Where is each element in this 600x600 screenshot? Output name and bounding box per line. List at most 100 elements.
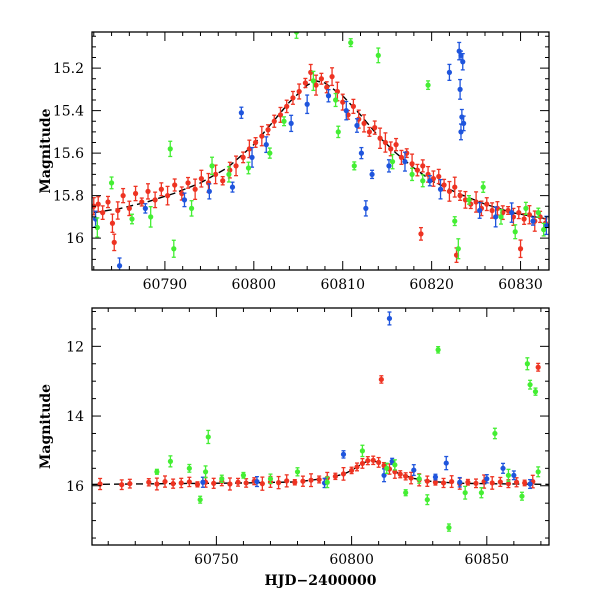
data-point (178, 480, 184, 486)
data-point (281, 118, 287, 124)
data-point (462, 197, 469, 203)
data-point (370, 457, 376, 463)
data-point (212, 171, 219, 177)
data-point (334, 88, 340, 95)
data-point (238, 110, 244, 116)
y-axis-title: Magnitude (38, 384, 54, 469)
data-point (460, 59, 466, 65)
data-point (259, 133, 265, 139)
x-tick-label: 60810 (320, 277, 365, 293)
data-point (473, 480, 479, 486)
y-tick-label: 12 (66, 339, 84, 355)
data-point (220, 178, 226, 184)
data-point (484, 201, 490, 207)
data-point (535, 469, 541, 475)
data-point (497, 479, 503, 485)
data-point (489, 480, 495, 486)
data-point (226, 171, 232, 177)
data-point (243, 480, 249, 486)
data-point (359, 460, 366, 467)
data-point (340, 451, 347, 457)
data-point (512, 229, 518, 235)
x-tick-label: 60750 (194, 552, 239, 568)
data-point (516, 210, 522, 216)
data-point (432, 474, 439, 480)
data-point (129, 216, 135, 222)
data-point (377, 135, 383, 141)
data-point (200, 479, 206, 485)
data-point (185, 180, 191, 186)
data-point (245, 165, 252, 171)
data-point (240, 154, 246, 160)
data-point (154, 469, 160, 475)
data-point (284, 103, 290, 109)
data-point (363, 205, 369, 211)
data-point (457, 193, 463, 199)
data-point (420, 178, 426, 184)
data-point (116, 263, 123, 269)
data-point (324, 84, 330, 90)
data-point (480, 184, 486, 190)
data-point (152, 197, 158, 203)
data-point (332, 473, 338, 479)
y-tick-label: 16 (66, 479, 84, 495)
data-point (384, 465, 390, 471)
data-point (198, 176, 204, 182)
x-tick-label: 60800 (232, 277, 277, 293)
data-point (527, 382, 533, 388)
data-point (179, 190, 185, 197)
data-point (511, 472, 517, 478)
data-point (146, 479, 152, 485)
data-point (535, 210, 541, 216)
data-point (304, 101, 310, 107)
data-point (227, 481, 233, 487)
plot-frame (91, 307, 550, 546)
y-tick-label: 15.2 (53, 61, 84, 77)
y-tick-label: 16 (66, 231, 84, 247)
data-point (466, 197, 472, 203)
data-point (233, 163, 239, 169)
data-point (369, 171, 375, 177)
data-point (392, 462, 398, 468)
data-point (343, 108, 349, 114)
data-point (145, 188, 151, 194)
data-point (527, 481, 533, 487)
data-point (167, 146, 173, 152)
data-point (259, 481, 265, 487)
data-point (522, 480, 528, 486)
data-point (446, 188, 453, 194)
data-point (94, 224, 100, 231)
series-0 (97, 362, 541, 491)
data-point (437, 186, 444, 192)
x-tick-label: 60850 (465, 552, 510, 568)
data-point (386, 163, 392, 169)
data-point (154, 481, 160, 487)
data-point (324, 479, 330, 485)
plot-area (92, 32, 549, 270)
data-point (378, 376, 384, 383)
data-point (523, 205, 529, 211)
data-point (440, 480, 447, 486)
data-point (267, 476, 274, 482)
data-point (164, 193, 171, 199)
data-point (441, 182, 447, 188)
data-point (186, 465, 192, 471)
data-point (288, 120, 294, 126)
data-point (375, 52, 381, 58)
data-point (411, 467, 417, 473)
data-point (386, 315, 393, 322)
data-point (316, 476, 322, 483)
data-point (425, 82, 431, 88)
data-point (462, 490, 468, 496)
data-point (403, 473, 409, 479)
data-point (120, 193, 126, 199)
data-point (170, 481, 176, 487)
data-point (350, 103, 356, 109)
data-point (354, 122, 360, 129)
data-point (427, 178, 433, 184)
data-point (541, 227, 547, 233)
data-point (211, 480, 217, 486)
data-point (388, 146, 394, 152)
data-point (308, 69, 314, 75)
